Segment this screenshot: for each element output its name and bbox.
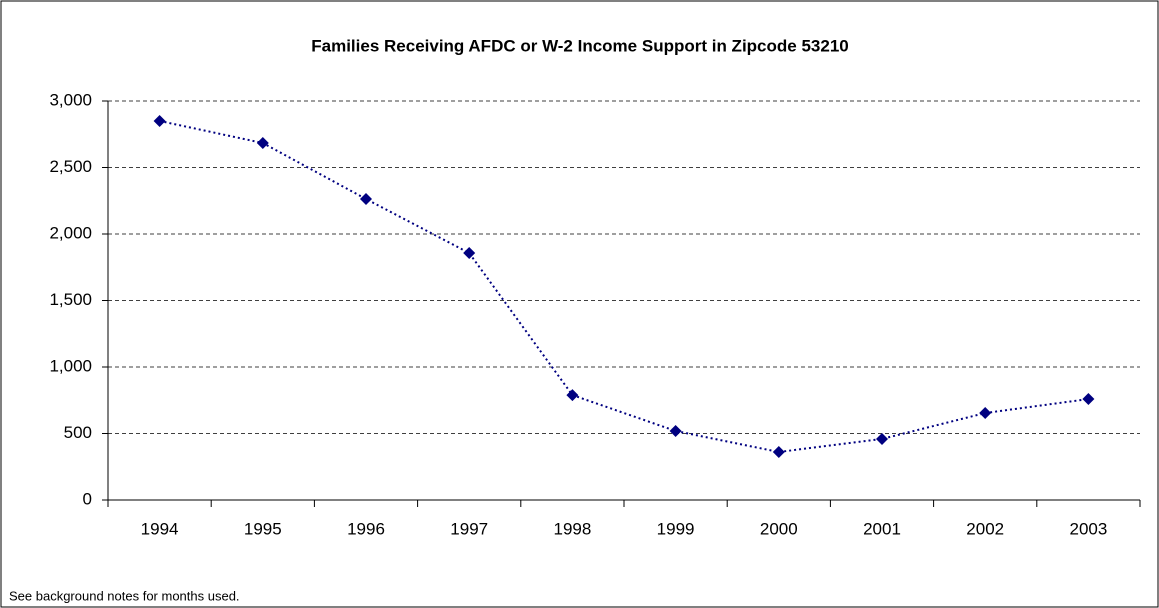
data-point bbox=[876, 432, 888, 445]
x-tick-label: 1999 bbox=[657, 519, 695, 538]
x-tick-label: 1997 bbox=[450, 519, 488, 538]
data-point bbox=[1082, 393, 1095, 406]
x-tick-label: 2001 bbox=[863, 519, 901, 538]
series-line bbox=[159, 119, 1089, 453]
y-tick-label: 1,500 bbox=[49, 290, 92, 309]
y-tick-label: 2,000 bbox=[49, 223, 92, 242]
y-tick-label: 3,000 bbox=[49, 90, 92, 109]
data-point bbox=[360, 193, 372, 206]
y-tick-label: 500 bbox=[64, 423, 92, 442]
x-tick-label: 1995 bbox=[244, 519, 282, 538]
x-tick-label: 2002 bbox=[966, 519, 1004, 538]
chart-title: Families Receiving AFDC or W-2 Income Su… bbox=[311, 36, 848, 55]
y-tick-label: 2,500 bbox=[49, 157, 92, 176]
x-tick-label: 1994 bbox=[141, 519, 179, 538]
data-point bbox=[979, 407, 992, 420]
data-point bbox=[463, 247, 476, 260]
data-point bbox=[153, 114, 166, 127]
x-tick-label: 1998 bbox=[553, 519, 591, 538]
data-point bbox=[669, 424, 682, 437]
x-tick-label: 2000 bbox=[760, 519, 798, 538]
y-tick-label: 0 bbox=[83, 489, 92, 508]
x-tick-label: 1996 bbox=[347, 519, 385, 538]
y-tick-label: 1,000 bbox=[49, 356, 92, 375]
annotation: See background notes for months used. bbox=[9, 588, 240, 603]
data-point bbox=[772, 445, 785, 458]
data-point bbox=[566, 389, 579, 402]
x-tick-label: 2003 bbox=[1069, 519, 1107, 538]
data-point bbox=[256, 137, 269, 150]
